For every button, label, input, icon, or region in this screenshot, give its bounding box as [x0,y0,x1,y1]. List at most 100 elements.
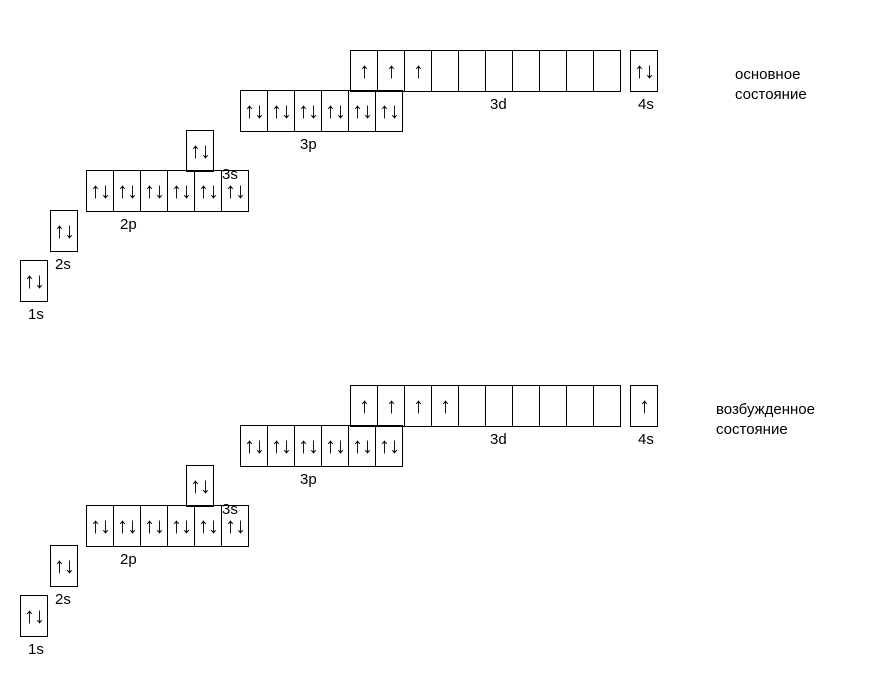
arrow-down-icon [200,140,210,162]
arrow-down-icon [208,180,218,202]
arrow-down-icon [281,435,291,457]
orbital-box [187,466,213,506]
orbital-label: 3s [222,501,238,518]
orbital-box [378,51,405,91]
orbital-box [594,51,620,91]
orbital-box [87,171,114,211]
orbital-label: 1s [28,306,44,323]
orbital-box [567,51,594,91]
orbital-boxes [20,260,48,302]
arrow-up-icon [359,395,369,417]
orbital-box [21,596,47,636]
orbital-3p: 3p [240,425,403,467]
arrow-up-icon [171,515,181,537]
orbital-box [486,51,513,91]
state-title-line: состояние [716,420,815,440]
arrow-up-icon [198,180,208,202]
orbital-box [459,51,486,91]
arrow-up-icon [379,435,389,457]
state-title-line: основное [735,65,807,85]
arrow-up-icon [352,435,362,457]
orbital-box [195,171,222,211]
orbital-box [168,506,195,546]
arrow-down-icon [34,270,44,292]
orbital-box [241,426,268,466]
orbital-box [594,386,620,426]
orbital-boxes [50,210,78,252]
arrow-up-icon [225,515,235,537]
orbital-boxes [350,385,621,427]
orbital-boxes [630,385,658,427]
arrow-up-icon [379,100,389,122]
arrow-down-icon [200,475,210,497]
arrow-down-icon [308,100,318,122]
arrow-up-icon [198,515,208,537]
arrow-up-icon [325,435,335,457]
arrow-up-icon [244,435,254,457]
orbital-box [459,386,486,426]
orbital-label: 2p [120,551,137,568]
arrow-down-icon [389,435,399,457]
arrow-up-icon [90,180,100,202]
arrow-up-icon [24,270,34,292]
orbital-box [540,386,567,426]
orbital-box [631,386,657,426]
orbital-box [405,51,432,91]
state-title-line: возбужденное [716,400,815,420]
orbital-box [349,426,376,466]
orbital-box [51,211,77,251]
arrow-down-icon [100,515,110,537]
arrow-up-icon [634,60,644,82]
orbital-4s: 4s [630,50,658,92]
orbital-box [141,506,168,546]
arrow-down-icon [127,515,137,537]
arrow-up-icon [440,395,450,417]
arrow-up-icon [298,435,308,457]
arrow-down-icon [335,435,345,457]
orbital-1s: 1s [20,260,48,302]
orbital-box [114,171,141,211]
state-title: возбужденноесостояние [716,400,815,439]
orbital-3s: 3s [186,130,214,172]
arrow-up-icon [144,180,154,202]
arrow-down-icon [308,435,318,457]
arrow-up-icon [190,475,200,497]
arrow-up-icon [171,180,181,202]
state-title-line: состояние [735,85,807,105]
orbital-boxes [50,545,78,587]
orbital-box [268,426,295,466]
arrow-down-icon [64,555,74,577]
orbital-box [540,51,567,91]
arrow-up-icon [325,100,335,122]
arrow-up-icon [298,100,308,122]
orbital-label: 3d [490,431,507,448]
arrow-down-icon [34,605,44,627]
orbital-boxes [20,595,48,637]
arrow-up-icon [352,100,362,122]
orbital-box [486,386,513,426]
arrow-down-icon [362,100,372,122]
orbital-box [322,91,349,131]
arrow-up-icon [54,220,64,242]
orbital-box [567,386,594,426]
arrow-down-icon [181,515,191,537]
orbital-label: 4s [638,431,654,448]
state-diagram-1: возбужденноесостояние1s2s2p3s3p3d4s [0,345,881,665]
arrow-up-icon [413,395,423,417]
orbital-box [51,546,77,586]
orbital-box [351,51,378,91]
arrow-down-icon [644,60,654,82]
orbital-label: 1s [28,641,44,658]
orbital-box [168,171,195,211]
orbital-3p: 3p [240,90,403,132]
orbital-box [351,386,378,426]
orbital-3d: 3d [350,50,621,92]
arrow-down-icon [254,435,264,457]
orbital-box [378,386,405,426]
arrow-down-icon [154,515,164,537]
orbital-box [195,506,222,546]
arrow-up-icon [271,100,281,122]
orbital-box [631,51,657,91]
arrow-down-icon [181,180,191,202]
orbital-box [21,261,47,301]
